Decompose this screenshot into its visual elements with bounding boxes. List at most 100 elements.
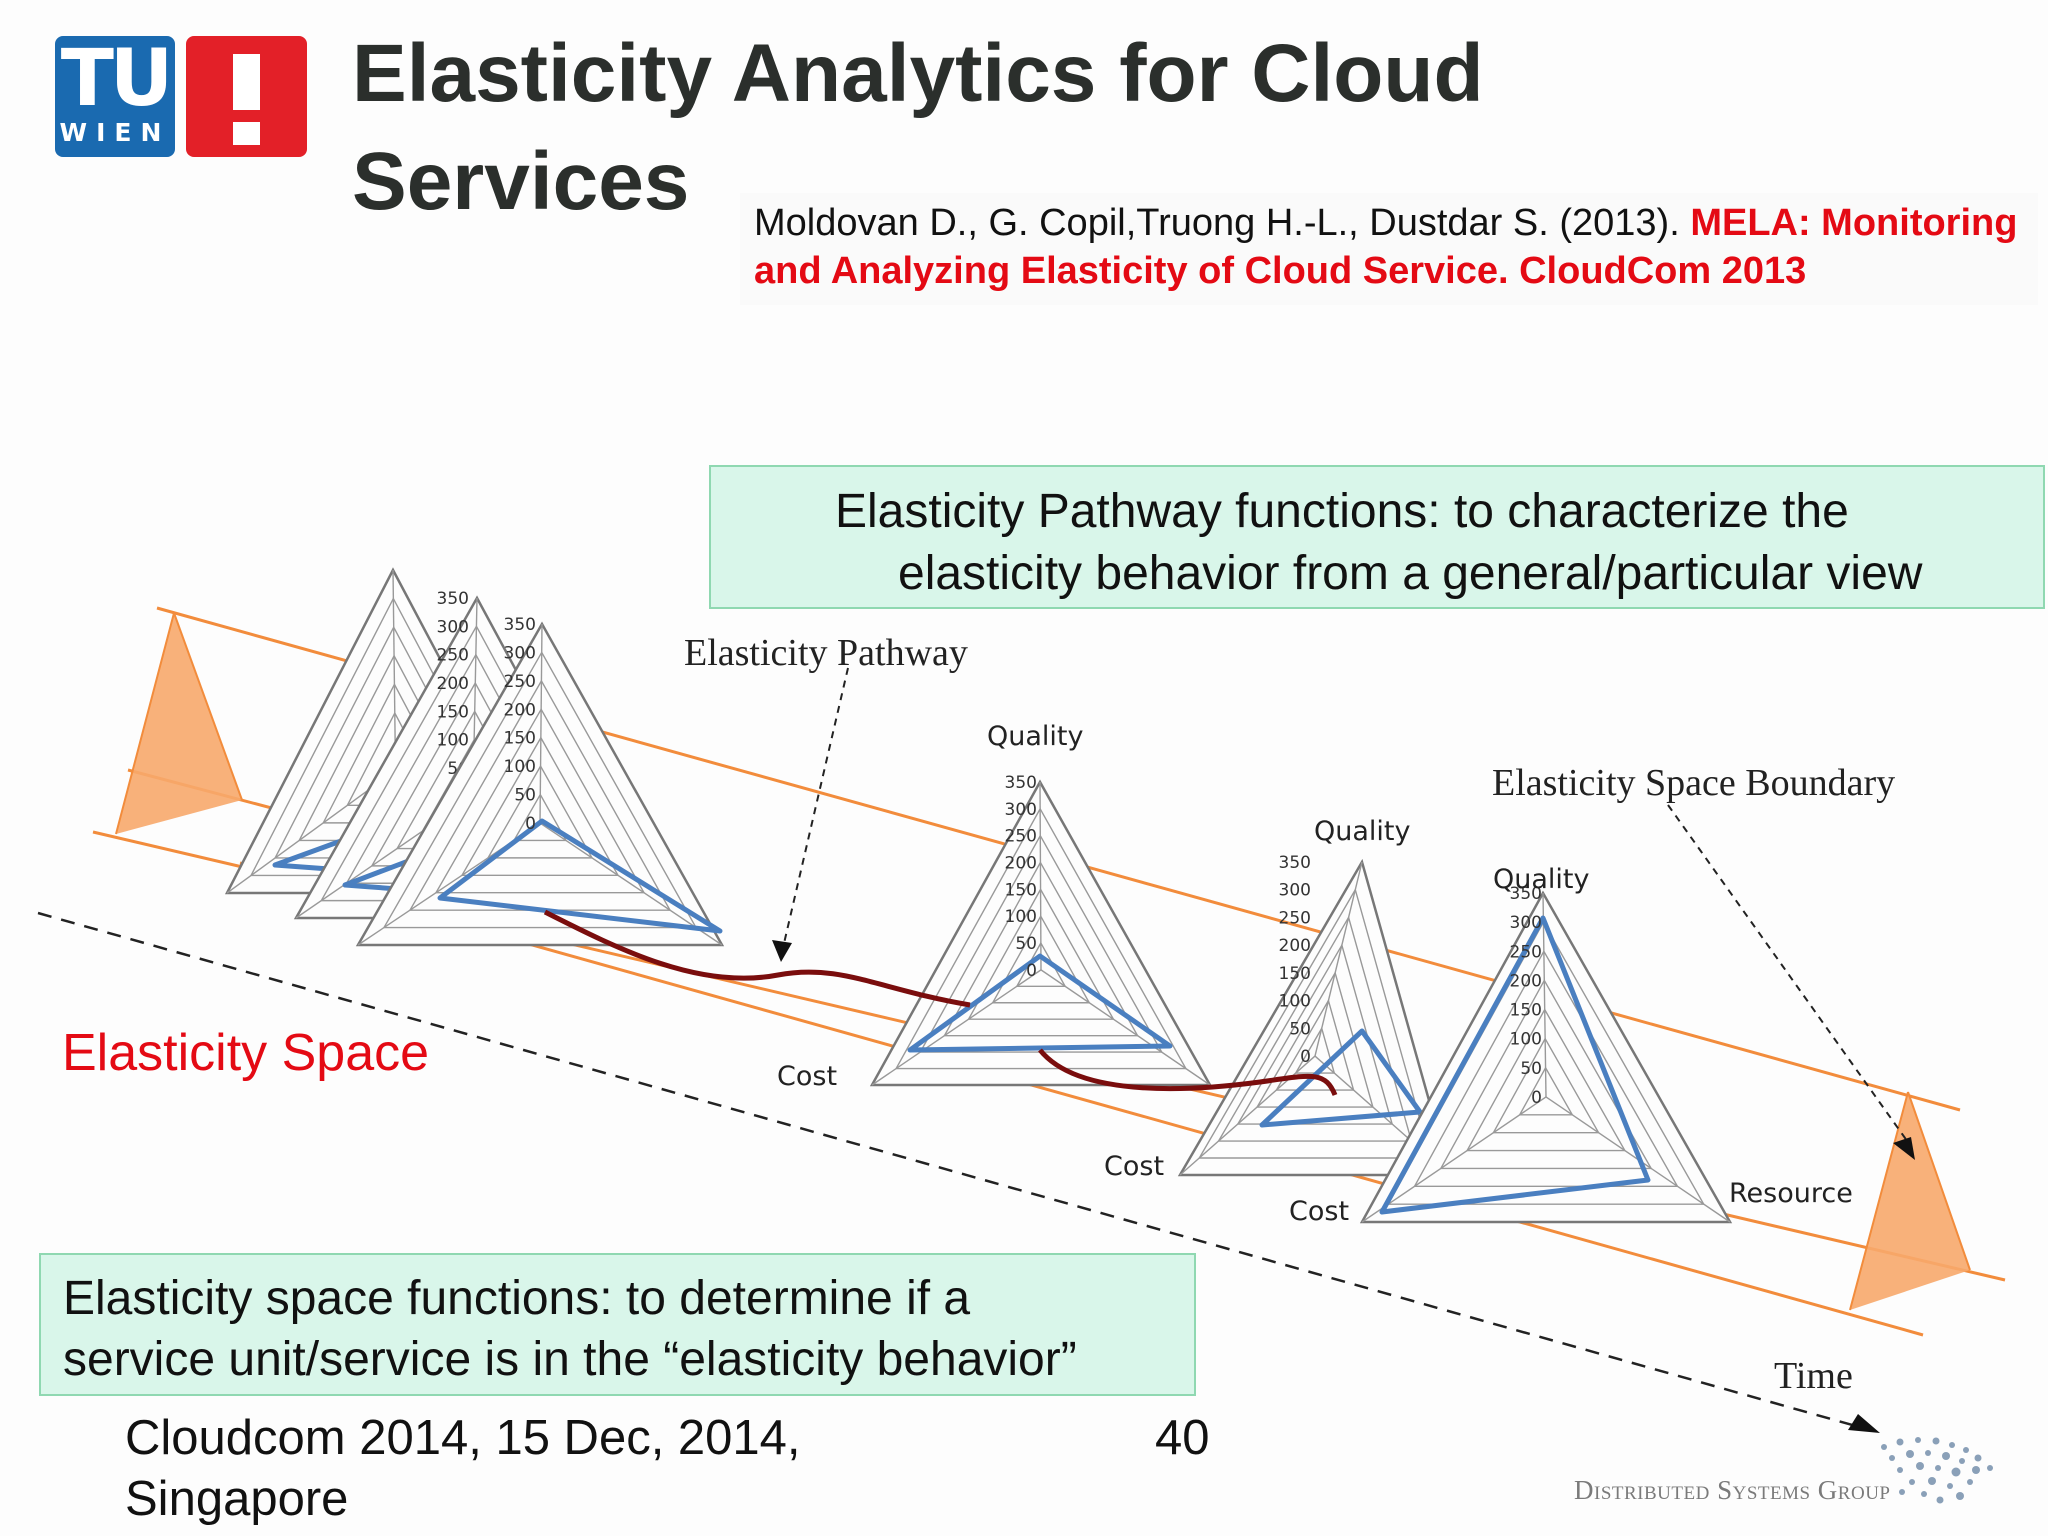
pathway-curve-1 — [543, 909, 971, 1008]
quality-label-2: Quality — [1314, 816, 1410, 847]
radar-charts: 350 300 250 200 150 100 50 0 350 300 250 200 150 100 5… — [224, 567, 1733, 1224]
time-axis — [37, 911, 1871, 1432]
radar-3: 350 300 250 200 150 100 50 0 — [355, 615, 725, 947]
radar-tick-label: 50 — [1015, 934, 1037, 954]
dsg-dots-logo — [1881, 1437, 1993, 1504]
radar-tick-label: 300 — [1279, 881, 1311, 901]
radar-tick-label: 300 — [504, 643, 536, 663]
quality-label-1: Quality — [987, 721, 1083, 752]
radar-ring — [894, 807, 1188, 1070]
boundary-pointer-arrowhead — [1893, 1137, 1915, 1160]
citation-authors: Moldovan D., G. Copil,Truong H.-L., Dust… — [754, 202, 1691, 244]
pathway-callout-line2: elasticity behavior from a general/parti… — [898, 547, 1923, 600]
radar-spoke — [1314, 861, 1363, 1057]
cost-label-2: Cost — [1104, 1151, 1164, 1182]
radar-tick-label: 350 — [437, 589, 469, 609]
radar-tick-label: 300 — [1005, 800, 1037, 820]
radar-spoke — [539, 822, 723, 946]
radar-tick-label: 150 — [1279, 964, 1311, 984]
quality-label-3: Quality — [1493, 864, 1589, 895]
boundary-triangle-right — [1849, 1091, 1971, 1311]
radar-tick-label: 100 — [1510, 1030, 1542, 1050]
radar-tick-label: 200 — [437, 674, 469, 694]
radar-tick-label: 250 — [1005, 827, 1037, 847]
boundary-label: Elasticity Space Boundary — [1492, 762, 1895, 804]
logo-tu-text: TU — [60, 34, 174, 124]
radar-spoke — [871, 969, 1042, 1086]
radar-ring — [1177, 858, 1452, 1177]
radar-tick-label: 250 — [1279, 908, 1311, 928]
radar-ring — [460, 736, 620, 876]
radar-ring — [1413, 949, 1679, 1187]
cost-label-1: Cost — [777, 1061, 837, 1092]
radar-tick-label: 200 — [1005, 854, 1037, 874]
radar-tick-label: 50 — [514, 786, 536, 806]
radar-tick-label: 250 — [1510, 942, 1542, 962]
radar-ring — [1518, 1066, 1574, 1116]
boundary-pointer — [1667, 804, 1911, 1146]
radar-tick-label: 50 — [1289, 1019, 1311, 1039]
tu-wien-logo: TU WIEN — [55, 36, 307, 157]
radar-ring — [967, 887, 1115, 1020]
radar-ring — [382, 651, 698, 929]
radar-tick-label: 150 — [437, 702, 469, 722]
radar-ring — [434, 707, 646, 894]
radar-tick-label: 350 — [1005, 773, 1037, 793]
radar-ring — [1275, 998, 1355, 1091]
radar-tick-label: 150 — [1510, 1001, 1542, 1021]
pathway-callout-line1: Elasticity Pathway functions: to charact… — [835, 485, 1849, 538]
exclamation-dot — [233, 122, 260, 145]
radar-tick-label: 300 — [1510, 913, 1542, 933]
radar-ring — [1465, 1008, 1627, 1152]
radar-signal — [1379, 915, 1651, 1215]
radar-tick-label: 100 — [504, 757, 536, 777]
time-axis-arrowhead — [1848, 1414, 1880, 1433]
page-number: 40 — [1155, 1411, 1210, 1465]
radar-tick-label: 100 — [437, 731, 469, 751]
radar-spoke — [539, 623, 543, 824]
space-functions-callout: Elasticity space functions: to determine… — [39, 1253, 1196, 1396]
radar-spoke — [392, 569, 397, 771]
radar-ring — [1492, 1037, 1600, 1134]
radar-tick-label: 300 — [437, 617, 469, 637]
radar-ring — [486, 764, 594, 859]
radar-tick-label: 100 — [1279, 992, 1311, 1012]
logo-wien-text: WIEN — [59, 118, 171, 147]
radar-signal — [437, 818, 723, 934]
radar-ring — [943, 861, 1139, 1037]
time-label: Time — [1774, 1355, 1853, 1397]
radar-tick-label: 0 — [1026, 961, 1037, 981]
elasticity-space-label: Elasticity Space — [62, 1024, 429, 1082]
radar-ring — [1198, 887, 1432, 1159]
radar-spoke — [1040, 969, 1211, 1086]
boundary-triangle-left — [115, 612, 243, 835]
radar-tick-label: 200 — [504, 700, 536, 720]
radar-tick-label: 250 — [504, 672, 536, 692]
slide-title: Elasticity Analytics for Cloud Services — [352, 28, 1484, 227]
citation: Moldovan D., G. Copil,Truong H.-L., Dust… — [740, 193, 2038, 305]
elasticity-pathway-label: Elasticity Pathway — [684, 632, 968, 674]
pathway-curve-2 — [1038, 1048, 1338, 1097]
radar-tick-label: 350 — [1279, 853, 1311, 873]
radar-tick-label: 150 — [1005, 880, 1037, 900]
radar-tick-label: 250 — [437, 646, 469, 666]
radar-tick-label: 200 — [1510, 971, 1542, 991]
resource-label: Resource — [1729, 1178, 1853, 1209]
logo-tu-block: TU WIEN — [55, 36, 175, 157]
radar-tick-label: 350 — [504, 615, 536, 635]
radar-tick-label: 350 — [1510, 884, 1542, 904]
pathway-functions-callout: Elasticity Pathway functions: to charact… — [709, 465, 2045, 609]
radar-tick-label: 150 — [504, 729, 536, 749]
radar-spoke — [1039, 781, 1042, 970]
radar-spoke — [1361, 1096, 1547, 1223]
dsg-group-label: Distributed Systems Group — [1574, 1475, 1891, 1505]
radar-signal — [907, 953, 1173, 1053]
radar-tick-label: 0 — [1531, 1088, 1542, 1108]
radar-ring — [991, 914, 1091, 1004]
radar-tick-label: 0 — [525, 814, 536, 834]
radar-tick-label: 200 — [1279, 936, 1311, 956]
radar-ring — [1217, 915, 1413, 1142]
radar-6: 350 300 250 200 150 100 50 0 — [1359, 884, 1733, 1224]
